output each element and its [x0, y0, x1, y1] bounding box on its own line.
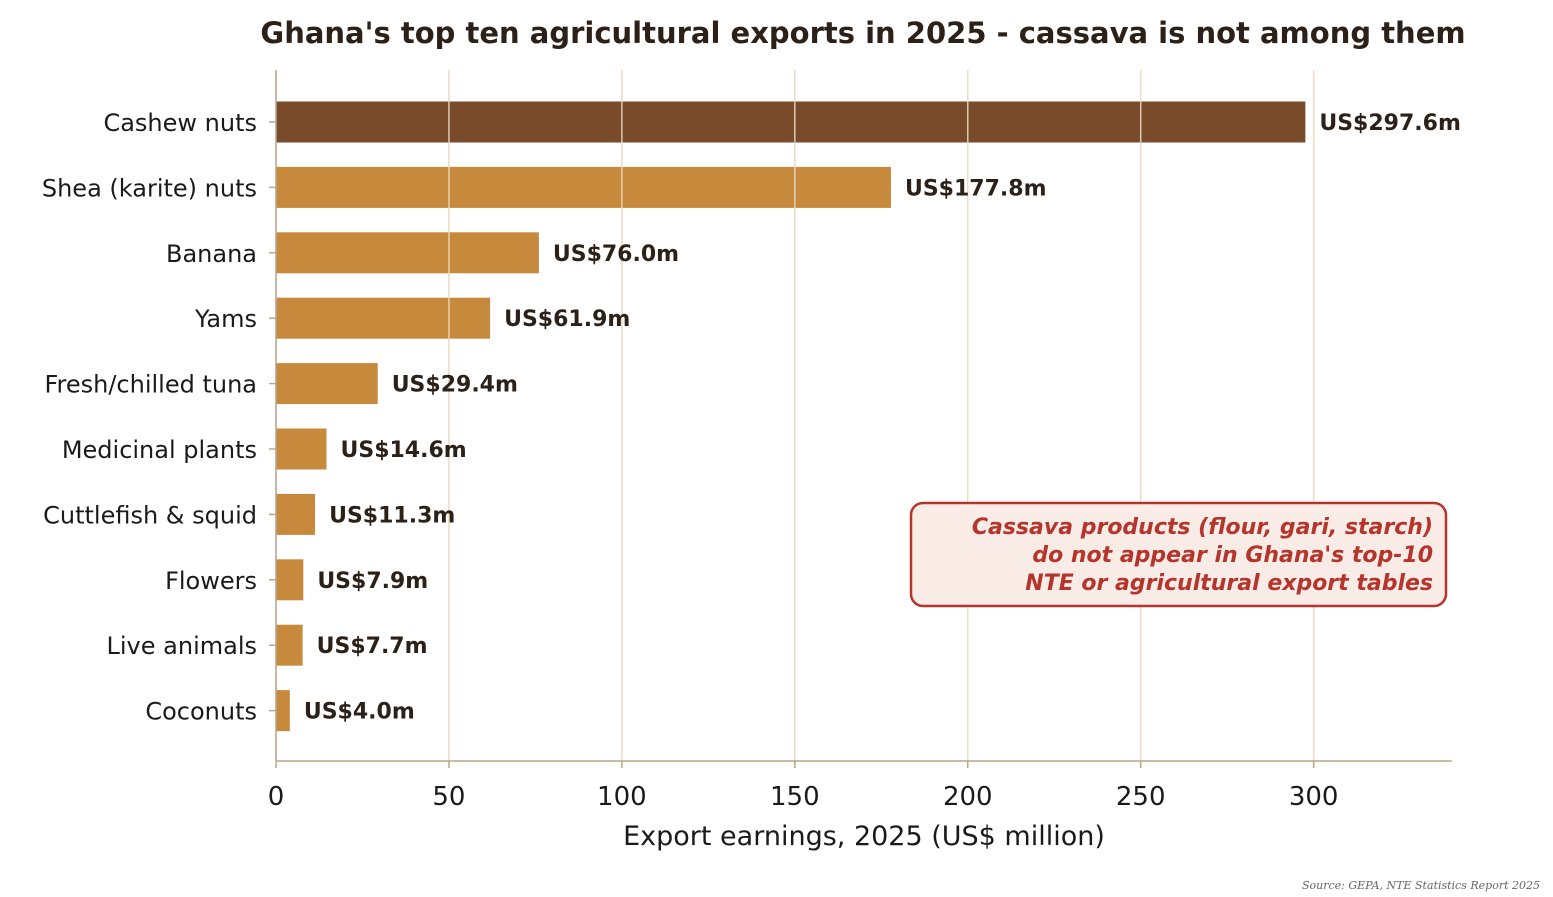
category-label-2: Banana — [166, 240, 257, 268]
category-label-9: Coconuts — [145, 698, 257, 726]
x-tick-label-50: 50 — [432, 782, 465, 812]
category-label-3: Yams — [194, 305, 257, 333]
value-label-7: US$7.9m — [317, 569, 428, 594]
category-label-4: Fresh/chilled tuna — [44, 371, 257, 399]
category-label-1: Shea (karite) nuts — [42, 174, 257, 202]
bar-0 — [276, 101, 1306, 143]
value-label-2: US$76.0m — [553, 242, 679, 267]
labels: 0 50 100 150 200 250 300 Cashew nuts US$297.6m Sh… — [42, 109, 1461, 812]
annotation-line-1: Cassava products (flour, gari, starch) — [972, 515, 1433, 540]
bar-8 — [276, 624, 303, 666]
category-label-5: Medicinal plants — [62, 436, 257, 464]
category-label-7: Flowers — [165, 567, 257, 595]
bars — [276, 70, 1315, 761]
chart-title: Ghana's top ten agricultural exports in … — [260, 16, 1465, 50]
value-label-4: US$29.4m — [392, 373, 518, 398]
annotation-line-3: NTE or agricultural export tables — [1025, 571, 1433, 596]
bar-5 — [276, 428, 327, 470]
source-note: Source: GEPA, NTE Statistics Report 2025 — [1302, 879, 1540, 892]
bar-9 — [276, 690, 290, 732]
value-label-8: US$7.7m — [317, 634, 428, 659]
annotation-box — [909, 501, 1448, 608]
category-label-8: Live animals — [107, 632, 257, 660]
value-label-0: US$297.6m — [1319, 111, 1461, 136]
bar-3 — [276, 297, 491, 339]
bar-4 — [276, 363, 378, 405]
x-tick-label-200: 200 — [943, 782, 993, 812]
axes — [269, 70, 1452, 768]
value-label-3: US$61.9m — [504, 307, 630, 332]
x-tick-label-300: 300 — [1289, 782, 1339, 812]
bar-6 — [276, 493, 316, 535]
value-label-5: US$14.6m — [340, 438, 466, 463]
x-tick-label-0: 0 — [268, 782, 285, 812]
bar-7 — [276, 559, 304, 601]
category-label-6: Cuttlefish & squid — [43, 501, 257, 529]
x-tick-label-100: 100 — [597, 782, 647, 812]
category-label-0: Cashew nuts — [103, 109, 257, 137]
annotation: Cassava products (flour, gari, starch) d… — [909, 501, 1448, 608]
bar-2 — [276, 232, 539, 274]
value-label-1: US$177.8m — [905, 176, 1047, 201]
annotation-line-2: do not appear in Ghana's top-10 — [1032, 543, 1433, 568]
x-axis-label: Export earnings, 2025 (US$ million) — [623, 821, 1105, 852]
value-label-6: US$11.3m — [329, 503, 455, 528]
bar-1 — [276, 166, 891, 208]
value-label-9: US$4.0m — [304, 700, 415, 725]
x-tick-label-150: 150 — [770, 782, 820, 812]
x-tick-label-250: 250 — [1116, 782, 1166, 812]
